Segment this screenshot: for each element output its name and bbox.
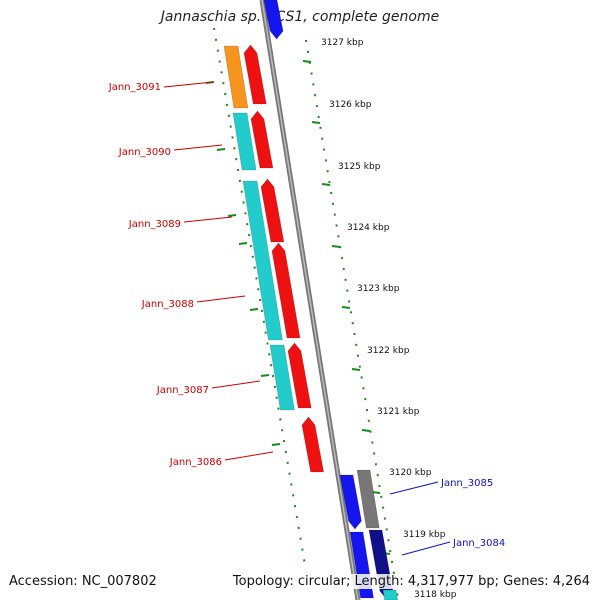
gene-arrow-red[interactable] [301,416,325,473]
gene-block-cyan[interactable] [232,112,257,171]
gene-block-gray[interactable] [356,469,380,529]
gene-label[interactable]: Jann_3088 [141,299,194,310]
gene-arrow-red[interactable] [260,178,285,243]
gene-label[interactable]: Jann_3084 [452,538,505,549]
label-leader-line [183,216,233,223]
kbp-label: 3123 kbp [357,284,400,294]
tick-mark [260,374,270,377]
gene-label[interactable]: Jann_3086 [169,457,222,468]
gene-block-cyan[interactable] [382,589,398,600]
gene-label[interactable]: Jann_3091 [108,82,161,93]
tick-mark [331,245,341,248]
gene-arrow-red[interactable] [287,342,312,409]
gene-arrow-blue[interactable] [263,0,284,40]
kbp-label: 3126 kbp [329,100,372,110]
kbp-label: 3124 kbp [347,223,390,233]
tick-mark [271,443,281,446]
tick-mark [321,183,331,186]
label-leader-line [401,541,451,556]
label-leader-line [173,144,223,151]
tick-mark [227,214,237,217]
gene-block-orange[interactable] [223,45,249,109]
gene-block-cyan[interactable] [269,344,295,411]
tick-mark [238,242,248,245]
gene-arrow-red[interactable] [250,110,274,169]
kbp-label: 3119 kbp [403,530,446,540]
genome-summary-text: Topology: circular; Length: 4,317,977 bp… [232,574,590,589]
tick-mark [341,306,351,309]
gene-arrow-red[interactable] [243,44,267,105]
gene-label[interactable]: Jann_3089 [128,219,181,230]
kbp-label: 3127 kbp [321,38,364,48]
gene-block-cyan[interactable] [242,180,283,341]
label-leader-line [196,295,246,303]
kbp-label: 3125 kbp [338,162,381,172]
label-leader-line [389,481,439,495]
tick-mark [311,121,321,124]
genome-backbone-highlight [261,0,359,600]
label-leader-line [211,380,261,389]
tick-mark [249,308,259,311]
tick-mark [351,368,361,371]
tick-mark [216,148,226,151]
kbp-label: 3118 kbp [414,590,457,600]
kbp-label: 3120 kbp [389,468,432,478]
kbp-label: 3122 kbp [367,346,410,356]
gene-label[interactable]: Jann_3087 [156,385,209,396]
gene-label[interactable]: Jann_3090 [118,147,171,158]
label-leader-line [224,451,274,461]
accession-text: Accession: NC_007802 [9,574,157,589]
label-leader-line [163,81,214,88]
kbp-label: 3121 kbp [377,407,420,417]
gene-arrow-red[interactable] [271,242,301,339]
tick-mark [302,60,312,63]
gene-label[interactable]: Jann_3085 [440,478,493,489]
gene-arrow-blue[interactable] [339,474,362,530]
tick-mark [361,429,371,432]
map-title: Jannaschia sp. CCS1, complete genome [160,9,440,25]
